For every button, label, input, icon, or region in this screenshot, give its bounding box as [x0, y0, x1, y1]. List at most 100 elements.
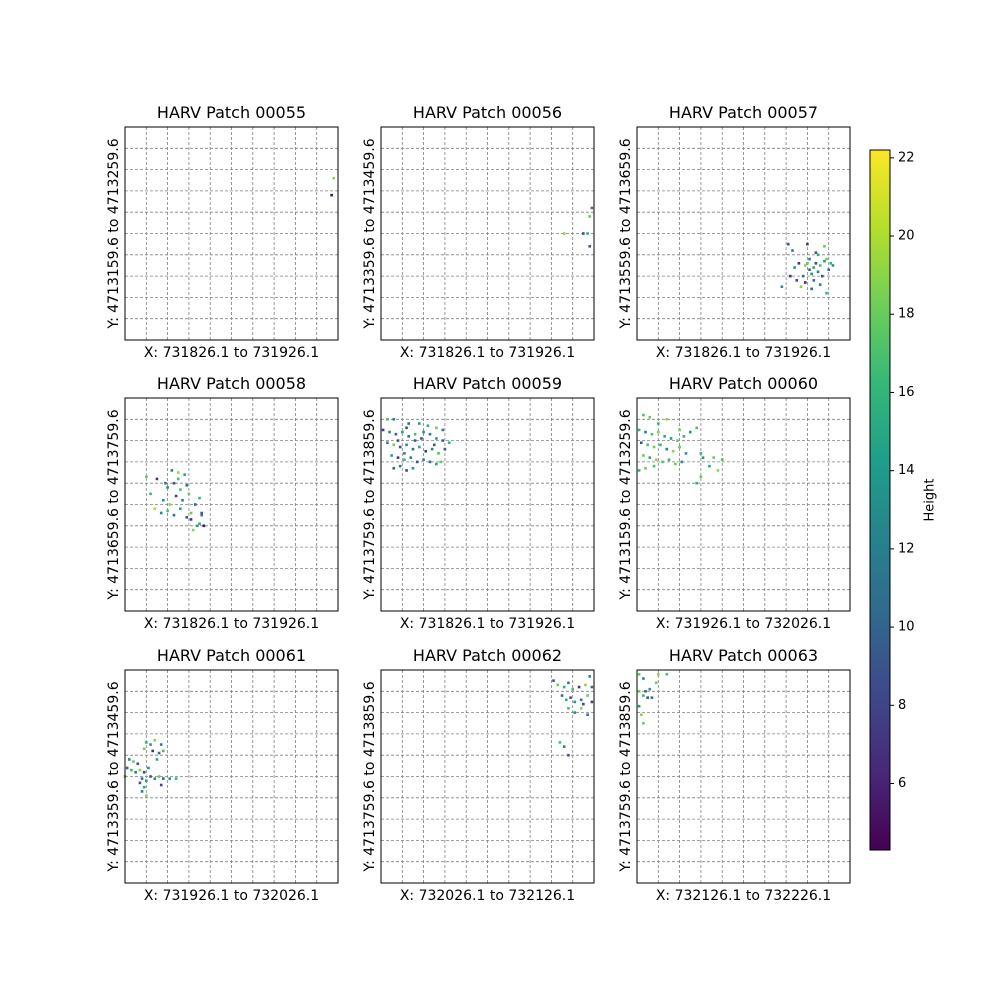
data-point — [586, 694, 589, 697]
data-point — [388, 430, 391, 434]
y-axis-label: Y: 4713759.6 to 4713859.6 — [362, 409, 378, 600]
data-point — [392, 466, 396, 470]
data-point — [652, 445, 656, 449]
data-point — [185, 515, 189, 519]
data-point — [823, 259, 826, 263]
data-point — [185, 484, 189, 487]
data-point — [396, 456, 400, 459]
data-point — [140, 777, 144, 780]
data-point — [825, 291, 828, 295]
data-point — [562, 745, 566, 748]
data-point — [447, 441, 451, 445]
data-point — [712, 456, 715, 459]
data-point — [198, 522, 201, 525]
data-point — [411, 447, 415, 451]
data-point — [176, 477, 180, 481]
data-point — [430, 447, 434, 451]
y-axis-label: Y: 4713359.6 to 4713459.6 — [106, 681, 122, 872]
data-point — [426, 424, 430, 427]
data-point — [437, 452, 440, 455]
data-point — [162, 498, 165, 502]
data-point — [812, 279, 816, 282]
scatter-panel: HARV Patch 00055 X: 731826.1 to 731926.1 Y… — [106, 103, 339, 361]
data-point — [125, 766, 129, 770]
data-point — [381, 428, 385, 432]
data-point — [663, 435, 666, 438]
panel-title: HARV Patch 00061 — [157, 646, 306, 665]
data-point — [716, 469, 720, 472]
data-point — [695, 426, 698, 430]
data-point — [642, 454, 645, 457]
colorbar-tick-label: 6 — [898, 776, 906, 791]
data-point — [654, 681, 658, 685]
data-point — [654, 458, 658, 462]
panel-title: HARV Patch 00056 — [413, 103, 562, 122]
data-point — [200, 513, 203, 517]
data-point — [797, 262, 801, 265]
data-point — [159, 743, 163, 746]
data-point — [812, 266, 816, 269]
data-point — [695, 481, 698, 485]
data-point — [403, 452, 406, 455]
axes-frame — [380, 126, 595, 341]
data-point — [806, 242, 809, 246]
data-point — [827, 268, 830, 272]
data-point — [642, 677, 645, 680]
data-point — [661, 460, 664, 464]
data-point — [786, 242, 790, 246]
data-point — [191, 528, 195, 532]
data-point — [831, 264, 835, 267]
data-point — [435, 426, 438, 430]
data-point — [396, 439, 400, 442]
data-point — [646, 443, 649, 447]
axes-frame — [636, 126, 851, 341]
data-point — [159, 511, 163, 515]
axes-frame — [636, 669, 851, 884]
data-point — [418, 445, 421, 449]
data-point — [142, 770, 146, 774]
panel-title: HARV Patch 00058 — [157, 374, 306, 393]
data-point — [166, 509, 169, 513]
x-axis-label: X: 731826.1 to 731926.1 — [400, 345, 575, 361]
data-point — [801, 274, 805, 278]
data-point — [795, 279, 799, 282]
data-point — [803, 281, 807, 284]
panel-title: HARV Patch 00062 — [413, 646, 562, 665]
data-point — [582, 232, 585, 235]
data-point — [584, 683, 587, 687]
data-point — [678, 428, 681, 432]
data-point — [558, 741, 562, 744]
data-point — [439, 460, 442, 464]
data-point — [665, 672, 669, 676]
data-point — [562, 685, 566, 689]
data-point — [808, 257, 811, 261]
data-point — [573, 711, 577, 714]
data-point — [441, 428, 445, 432]
data-point — [567, 753, 570, 757]
data-point — [644, 466, 647, 470]
data-point — [168, 777, 172, 780]
x-axis-label: X: 732126.1 to 732226.1 — [656, 888, 831, 904]
data-point — [816, 253, 820, 257]
data-point — [552, 679, 555, 682]
data-point — [791, 249, 794, 252]
data-point — [134, 770, 137, 774]
data-point — [657, 672, 660, 676]
data-point — [586, 713, 589, 717]
data-point — [196, 524, 199, 528]
data-point — [562, 232, 566, 235]
data-point — [168, 503, 172, 506]
colorbar-tick-label: 20 — [898, 229, 915, 244]
data-point — [780, 285, 784, 289]
data-point — [590, 700, 594, 704]
data-point — [147, 766, 150, 770]
data-point — [582, 702, 585, 706]
data-point — [153, 738, 157, 742]
scatter-panel: HARV Patch 00061 X: 731926.1 to 732026.1 Y… — [106, 646, 339, 904]
data-point — [642, 694, 645, 697]
data-point — [183, 473, 186, 476]
data-point — [407, 422, 410, 425]
data-point — [193, 503, 197, 506]
x-axis-label: X: 731926.1 to 732026.1 — [656, 616, 831, 632]
data-point — [590, 685, 594, 689]
